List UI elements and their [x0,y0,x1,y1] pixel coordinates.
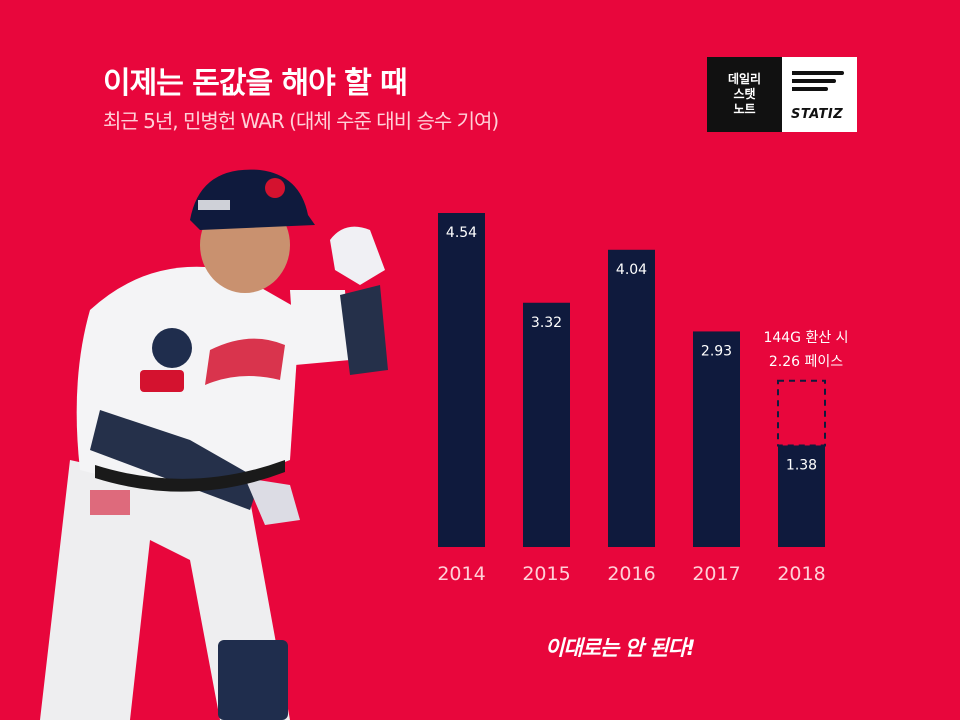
statiz-badge: STATIZ [782,57,857,132]
logo-line-3: 노트 [733,102,756,116]
footer-message: 이대로는 안 된다! [545,636,695,660]
x-tick-2018: 2018 [777,563,825,585]
bars-group [438,213,825,548]
x-tick-2015: 2015 [522,563,570,585]
logo-line-2: 스탯 [733,87,756,101]
statiz-logo: 데일리 스탯 노트 STATIZ [707,57,857,132]
bar-2016 [608,249,655,548]
bar-2014 [438,213,485,547]
value-label-2018: 1.38 [786,457,817,473]
projected-pace-box [777,379,826,447]
x-tick-2017: 2017 [692,563,740,585]
bar-2017 [693,331,740,547]
value-label-2014: 4.54 [446,225,477,241]
logo-line-1: 데일리 [727,72,762,86]
x-tick-2014: 2014 [437,563,485,585]
bar-2018 [778,445,825,547]
baseball-player-image [40,169,388,720]
page-title: 이제는 돈값을 해야 할 때 [103,66,408,101]
bar-2015 [523,302,570,547]
logo-brand: STATIZ [791,107,844,122]
statiz-lines-icon [792,71,844,95]
x-tick-2016: 2016 [607,563,655,585]
value-label-2016: 4.04 [616,262,647,278]
value-label-2015: 3.32 [531,315,562,331]
x-axis-tick-labels: 2014 2015 2016 2017 2018 [437,563,825,585]
value-labels-group: 4.54 3.32 4.04 2.93 1.38 [446,225,817,473]
projection-note-line-2: 2.26 페이스 [768,354,844,370]
daily-stat-note-badge: 데일리 스탯 노트 [707,57,782,132]
projection-note: 144G 환산 시 2.26 페이스 [746,326,866,374]
value-label-2017: 2.93 [701,343,732,359]
page-subtitle: 최근 5년, 민병헌 WAR (대체 수준 대비 승수 기여) [103,109,499,133]
projection-note-line-1: 144G 환산 시 [763,330,849,346]
